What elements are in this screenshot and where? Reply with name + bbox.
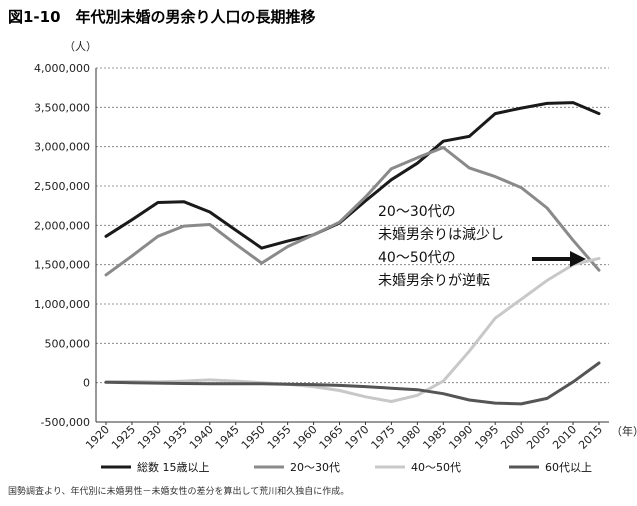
y-tick-label: 3,500,000 [34,101,90,114]
x-tick-label: 1955 [265,423,294,452]
y-tick-label: 0 [83,377,90,390]
series-lines [104,101,601,406]
legend-label: 60代以上 [545,461,592,474]
grid-lines [96,67,609,423]
source-note: 国勢調査より、年代別に未婚男性－未婚女性の差分を算出して荒川和久独自に作成。 [8,485,349,497]
x-tick-label: 2000 [498,423,527,452]
legend-label: 総数 15歳以上 [137,460,210,474]
y-tick-label: 4,000,000 [34,62,90,75]
y-tick-label: 500,000 [45,337,91,350]
series-line-1 [104,101,601,250]
x-tick-label: 2010 [550,423,579,452]
x-tick-label: 1985 [420,423,449,452]
x-tick-label: 1970 [343,423,372,452]
x-axis-unit: （年） [611,424,637,438]
x-tick-labels: 1920192519301935194019451950195519601965… [83,423,605,452]
x-tick-label: 1995 [472,423,501,452]
annotation-text: 未婚男余りが逆転 [378,272,490,289]
y-tick-label: 2,000,000 [34,219,90,232]
y-tick-label: 2,500,000 [34,180,90,193]
x-tick-label: 1940 [187,423,216,452]
legend-label: 20～30代 [290,461,340,474]
legend: 総数 15歳以上 20～30代 40～50代 60代以上 [101,460,592,474]
axes [95,68,609,425]
x-tick-label: 1950 [239,423,268,452]
annotation-text: 未婚男余りは減少し [378,226,504,243]
annotation-text: 40～50代の [378,250,456,266]
x-tick-label: 1930 [135,423,164,452]
x-tick-label: 1990 [446,423,475,452]
x-tick-label: 1960 [291,423,320,452]
y-tick-label: 3,000,000 [34,141,90,154]
y-tick-label: 1,500,000 [34,259,90,272]
chart-title: 図1-10 年代別未婚の男余り人口の長期推移 [8,8,316,26]
x-tick-label: 1945 [213,423,242,452]
y-tick-label: 1,000,000 [34,298,90,311]
legend-label: 40～50代 [411,461,461,474]
y-tick-label: -500,000 [41,416,90,429]
x-tick-label: 2005 [524,423,553,452]
series-line-3 [104,256,601,403]
y-axis-unit: （人） [64,40,97,53]
x-tick-label: 1975 [369,423,398,452]
x-tick-label: 2015 [576,423,605,452]
x-tick-label: 1935 [161,423,190,452]
annotation-text: 20～30代の [378,204,456,220]
annotation-arrow-head [570,251,586,267]
x-tick-label: 1925 [109,423,138,452]
series-line-4 [104,361,601,406]
x-tick-label: 1980 [394,423,423,452]
series-line-2 [104,146,601,277]
x-tick-label: 1965 [317,423,346,452]
y-tick-labels: 4,000,000 3,500,000 3,000,000 2,500,000 2,00… [34,62,90,429]
